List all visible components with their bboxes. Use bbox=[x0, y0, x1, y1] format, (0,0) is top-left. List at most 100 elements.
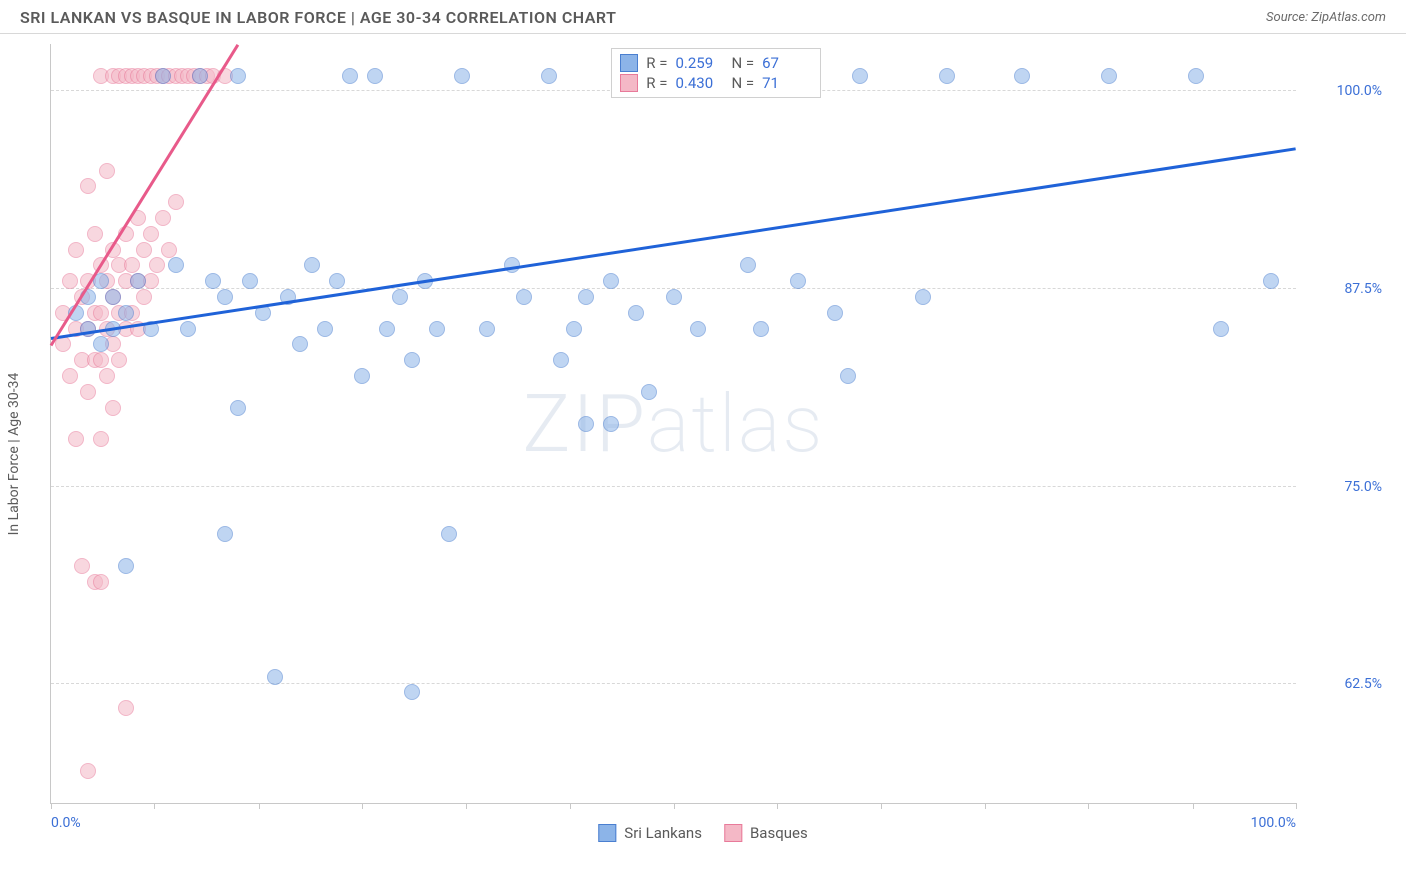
scatter-point bbox=[516, 289, 532, 305]
scatter-point bbox=[690, 321, 706, 337]
scatter-point bbox=[603, 416, 619, 432]
scatter-point bbox=[161, 242, 177, 258]
scatter-point bbox=[143, 226, 159, 242]
scatter-point bbox=[304, 257, 320, 273]
scatter-point bbox=[118, 558, 134, 574]
x-tick bbox=[362, 803, 363, 809]
scatter-point bbox=[230, 68, 246, 84]
scatter-plot: ZIPatlas 62.5%75.0%87.5%100.0%0.0%100.0%… bbox=[50, 44, 1296, 804]
scatter-point bbox=[267, 669, 283, 685]
scatter-point bbox=[68, 242, 84, 258]
scatter-point bbox=[93, 305, 109, 321]
legend-swatch bbox=[598, 824, 616, 842]
scatter-point bbox=[87, 226, 103, 242]
y-tick-label: 62.5% bbox=[1302, 676, 1382, 692]
scatter-point bbox=[740, 257, 756, 273]
scatter-point bbox=[292, 336, 308, 352]
scatter-point bbox=[217, 289, 233, 305]
x-tick-label: 100.0% bbox=[1251, 815, 1296, 831]
scatter-point bbox=[852, 68, 868, 84]
x-tick bbox=[1296, 803, 1297, 809]
scatter-point bbox=[80, 763, 96, 779]
y-tick-label: 75.0% bbox=[1302, 479, 1382, 495]
chart-container: In Labor Force | Age 30-34 ZIPatlas 62.5… bbox=[20, 44, 1386, 864]
scatter-point bbox=[367, 68, 383, 84]
legend-item-sri-lankans: Sri Lankans bbox=[598, 824, 702, 842]
x-tick bbox=[985, 803, 986, 809]
legend-swatch bbox=[620, 74, 638, 92]
stats-legend-row: R =0.430N =71 bbox=[620, 73, 810, 93]
gridline bbox=[51, 683, 1296, 684]
scatter-point bbox=[354, 368, 370, 384]
legend-swatch bbox=[620, 54, 638, 72]
scatter-point bbox=[80, 384, 96, 400]
scatter-point bbox=[753, 321, 769, 337]
scatter-point bbox=[479, 321, 495, 337]
scatter-point bbox=[429, 321, 445, 337]
scatter-point bbox=[155, 210, 171, 226]
scatter-point bbox=[404, 352, 420, 368]
scatter-point bbox=[541, 68, 557, 84]
scatter-point bbox=[666, 289, 682, 305]
scatter-point bbox=[93, 574, 109, 590]
scatter-point bbox=[217, 526, 233, 542]
scatter-point bbox=[205, 273, 221, 289]
gridline bbox=[51, 486, 1296, 487]
scatter-point bbox=[74, 558, 90, 574]
scatter-point bbox=[915, 289, 931, 305]
x-tick bbox=[881, 803, 882, 809]
n-label: N = bbox=[731, 74, 754, 92]
scatter-point bbox=[93, 352, 109, 368]
scatter-point bbox=[939, 68, 955, 84]
scatter-point bbox=[93, 336, 109, 352]
x-tick bbox=[154, 803, 155, 809]
x-tick bbox=[466, 803, 467, 809]
r-label: R = bbox=[646, 74, 667, 92]
trend-line bbox=[51, 147, 1296, 340]
scatter-point bbox=[342, 68, 358, 84]
chart-header: SRI LANKAN VS BASQUE IN LABOR FORCE | AG… bbox=[0, 0, 1406, 34]
scatter-point bbox=[136, 289, 152, 305]
x-tick bbox=[777, 803, 778, 809]
source-label: Source: ZipAtlas.com bbox=[1266, 10, 1386, 25]
scatter-point bbox=[840, 368, 856, 384]
scatter-point bbox=[641, 384, 657, 400]
scatter-point bbox=[317, 321, 333, 337]
scatter-point bbox=[329, 273, 345, 289]
x-tick-label: 0.0% bbox=[51, 815, 81, 831]
scatter-point bbox=[404, 684, 420, 700]
x-tick bbox=[1088, 803, 1089, 809]
x-tick bbox=[1193, 803, 1194, 809]
y-tick-label: 87.5% bbox=[1302, 281, 1382, 297]
scatter-point bbox=[118, 700, 134, 716]
scatter-point bbox=[168, 257, 184, 273]
scatter-point bbox=[124, 257, 140, 273]
legend-swatch bbox=[724, 824, 742, 842]
scatter-point bbox=[454, 68, 470, 84]
scatter-point bbox=[155, 68, 171, 84]
scatter-point bbox=[1213, 321, 1229, 337]
scatter-point bbox=[80, 178, 96, 194]
scatter-point bbox=[62, 368, 78, 384]
scatter-point bbox=[105, 400, 121, 416]
scatter-point bbox=[578, 289, 594, 305]
scatter-point bbox=[1014, 68, 1030, 84]
y-tick-label: 100.0% bbox=[1302, 83, 1382, 99]
legend-bottom: Sri Lankans Basques bbox=[598, 824, 807, 842]
x-tick bbox=[51, 803, 52, 809]
x-tick bbox=[570, 803, 571, 809]
scatter-point bbox=[553, 352, 569, 368]
scatter-point bbox=[180, 321, 196, 337]
scatter-point bbox=[99, 163, 115, 179]
scatter-point bbox=[628, 305, 644, 321]
scatter-point bbox=[105, 289, 121, 305]
scatter-point bbox=[230, 400, 246, 416]
scatter-point bbox=[192, 68, 208, 84]
scatter-point bbox=[566, 321, 582, 337]
n-value: 71 bbox=[762, 74, 810, 92]
stats-legend: R =0.259N =67R =0.430N =71 bbox=[611, 48, 821, 98]
scatter-point bbox=[603, 273, 619, 289]
y-axis-label: In Labor Force | Age 30-34 bbox=[6, 373, 22, 536]
scatter-point bbox=[392, 289, 408, 305]
scatter-point bbox=[111, 352, 127, 368]
